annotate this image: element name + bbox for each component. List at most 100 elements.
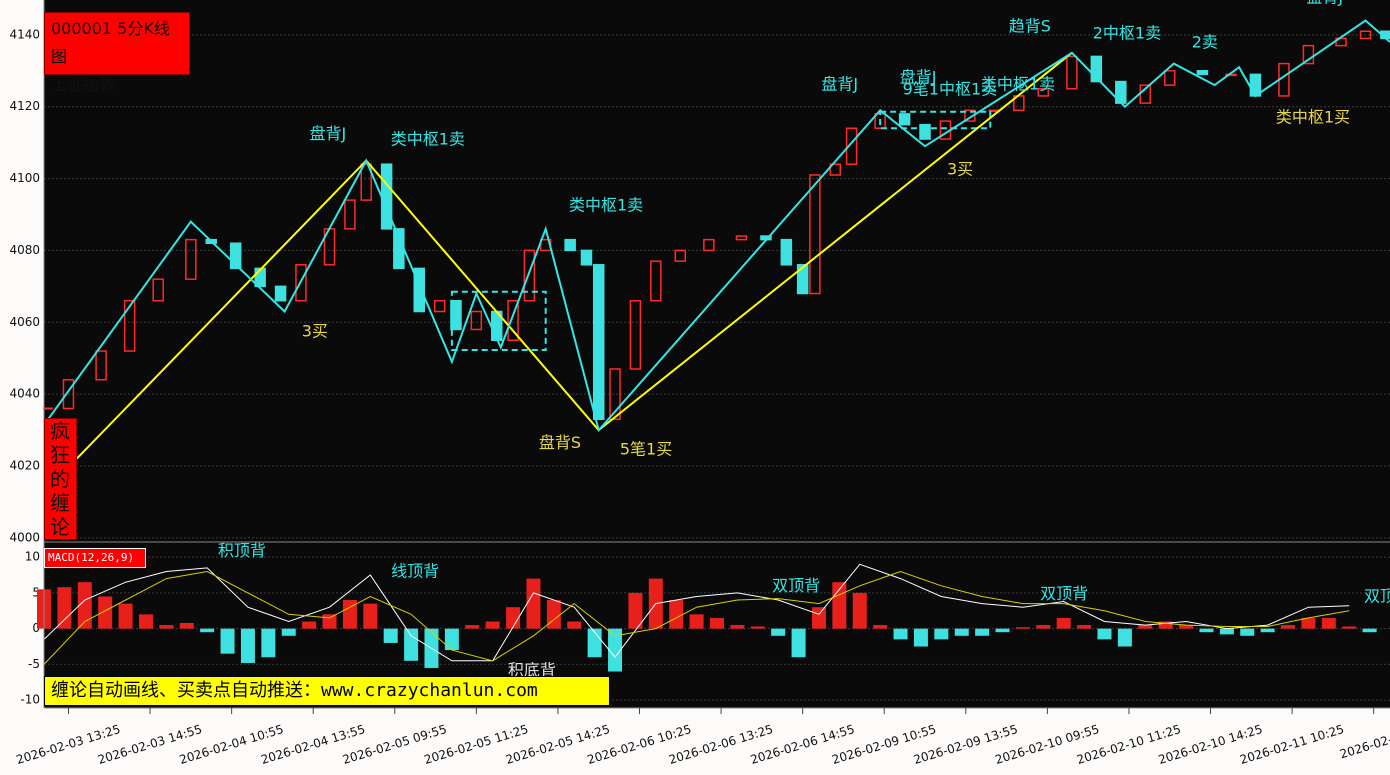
- candle: [62, 379, 75, 410]
- macd-bar: [1321, 617, 1336, 629]
- macd-bar: [1342, 626, 1357, 629]
- macd-bar: [730, 625, 745, 629]
- annotation: 积底背: [508, 660, 556, 679]
- annotation: 2卖: [1192, 32, 1218, 51]
- macd-bar: [710, 617, 724, 629]
- macd-bar: [240, 628, 255, 663]
- y-tick-label: 4080: [9, 243, 40, 257]
- macd-bar: [1301, 617, 1316, 629]
- macd-bar: [608, 628, 623, 672]
- macd-bar: [220, 628, 235, 654]
- candle: [507, 299, 519, 341]
- annotation: 类中枢1买: [1276, 107, 1350, 126]
- annotation: 3买: [947, 159, 973, 178]
- macd-bar: [302, 621, 317, 629]
- candle: [413, 267, 425, 313]
- macd-bar: [383, 628, 398, 643]
- candle: [674, 249, 687, 262]
- chart-subtitle: 上证指数: [51, 75, 116, 94]
- banner: 缠论自动画线、买卖点自动推送：www.crazychanlun.com: [44, 676, 610, 706]
- candle: [629, 299, 642, 370]
- candle: [609, 368, 621, 421]
- macd-bar: [1077, 625, 1092, 629]
- candle: [735, 235, 748, 241]
- y-tick-label: 4000: [9, 530, 40, 544]
- macd-bar: [1281, 625, 1296, 629]
- macd-bar: [893, 628, 908, 640]
- macd-bar: [138, 614, 153, 629]
- macd-bar: [1240, 628, 1255, 636]
- y-tick-label: -10: [20, 693, 40, 707]
- macd-bar: [1036, 625, 1051, 629]
- y-tick-label: 0: [32, 621, 40, 635]
- candle: [703, 238, 715, 252]
- annotation: 双顶背: [1040, 584, 1088, 603]
- macd-bar: [873, 625, 888, 629]
- annotation: 5笔1买: [620, 439, 672, 458]
- candle: [470, 310, 483, 331]
- macd-bar: [1015, 627, 1030, 629]
- candle: [650, 260, 662, 302]
- macd-bar: [526, 578, 541, 629]
- y-tick-label: 4060: [9, 315, 40, 329]
- y-tick-label: 5: [32, 585, 40, 599]
- candle: [360, 163, 372, 201]
- macd-bar: [811, 607, 826, 629]
- macd-bar: [1158, 621, 1173, 629]
- annotation: 类中枢1卖: [981, 74, 1055, 93]
- macd-line: [43, 570, 1350, 665]
- annotation: 积顶背: [218, 541, 266, 560]
- macd-bar: [506, 607, 521, 629]
- macd-bar: [1179, 625, 1194, 629]
- candle: [845, 127, 858, 165]
- macd-bar: [98, 596, 113, 629]
- macd-bar: [200, 628, 215, 633]
- macd-bar: [77, 582, 92, 629]
- macd-bar: [465, 625, 480, 629]
- plot-background: [44, 0, 1390, 708]
- y-tick-label: 4140: [9, 27, 40, 41]
- macd-bar: [628, 592, 643, 629]
- candle: [344, 199, 356, 230]
- annotation: 盘背J: [310, 124, 347, 143]
- macd-bar: [1219, 628, 1234, 635]
- macd-bar: [1097, 628, 1112, 640]
- macd-bar: [444, 628, 459, 651]
- candle: [123, 299, 136, 352]
- macd-bar: [669, 600, 684, 629]
- macd-bar: [934, 628, 949, 640]
- macd-bar: [995, 628, 1010, 633]
- annotation: 趋背S: [1009, 16, 1051, 35]
- candle: [1037, 87, 1050, 97]
- side-label: 疯狂的缠论: [44, 418, 77, 540]
- x-tick-label: 2026-02-11: [1338, 728, 1390, 762]
- candle: [295, 264, 307, 302]
- y-tick-label: 4040: [9, 387, 40, 401]
- candle: [829, 163, 842, 176]
- macd-bar: [567, 621, 582, 629]
- macd-bar: [485, 621, 500, 629]
- y-tick-label: 10: [25, 550, 40, 564]
- macd-bar: [57, 587, 72, 629]
- annotation: 9笔1中枢1卖: [903, 79, 998, 98]
- annotation: 盘背J: [1306, 0, 1343, 6]
- macd-bar: [1056, 617, 1071, 629]
- y-tick-label: 4020: [9, 458, 40, 472]
- candle: [1196, 70, 1209, 76]
- annotation: 类中枢1卖: [391, 129, 465, 148]
- candle: [898, 113, 911, 126]
- candle: [592, 264, 605, 421]
- candle: [1302, 44, 1315, 65]
- macd-bar: [342, 600, 357, 629]
- macd-line: [43, 563, 1350, 662]
- macd-bar: [954, 628, 969, 636]
- candle: [964, 109, 976, 122]
- candle: [780, 238, 793, 266]
- macd-bar: [1362, 628, 1377, 633]
- annotation: 盘背S: [539, 433, 581, 452]
- macd-bar: [118, 603, 133, 629]
- annotation: 类中枢1卖: [569, 195, 643, 214]
- y-tick-label: 4100: [9, 171, 40, 185]
- macd-bar: [791, 628, 806, 658]
- stroke-pen: [75, 52, 1073, 460]
